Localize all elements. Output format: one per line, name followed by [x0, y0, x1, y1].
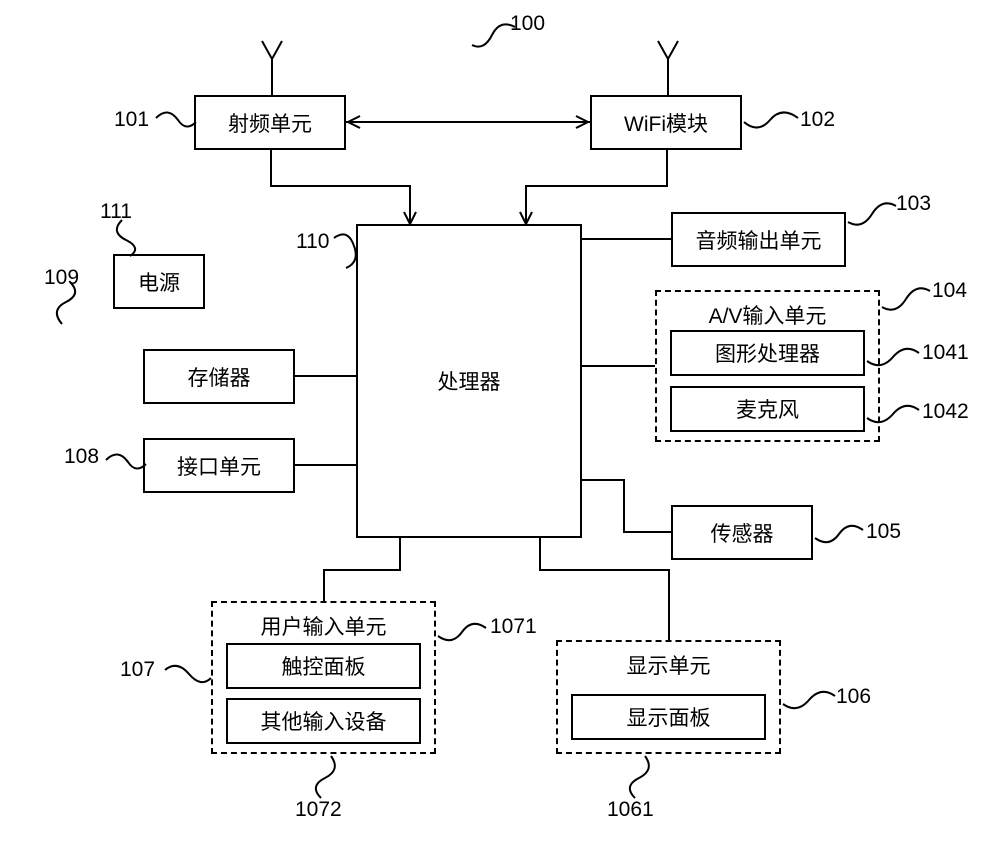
node-audio-label: 音频输出单元: [696, 225, 822, 255]
node-other-input: 其他输入设备: [226, 698, 421, 744]
label-1071: 1071: [490, 615, 537, 639]
edge-disp-v1: [539, 538, 541, 570]
node-rf-label: 射频单元: [228, 108, 312, 138]
leader-1071: [436, 620, 491, 645]
label-1061: 1061: [607, 798, 654, 822]
edge-disp-h: [539, 569, 670, 571]
node-gpu-label: 图形处理器: [715, 338, 820, 368]
group-av-title: A/V输入单元: [657, 300, 878, 330]
label-1041: 1041: [922, 341, 969, 365]
edge-av: [582, 365, 655, 367]
leader-1042: [865, 402, 923, 427]
leader-104: [880, 285, 935, 313]
node-mic: 麦克风: [670, 386, 865, 432]
arrow-left-rfwifi: [346, 114, 362, 130]
label-111: 111: [100, 200, 132, 224]
leader-1061: [625, 754, 655, 802]
label-109: 109: [44, 266, 79, 290]
label-1072: 1072: [295, 798, 342, 822]
edge-proc-wifi-v2: [666, 150, 668, 187]
label-103: 103: [896, 192, 931, 216]
leader-101: [154, 108, 199, 133]
label-104: 104: [932, 279, 967, 303]
node-sensor: 传感器: [671, 505, 813, 560]
group-display-title: 显示单元: [558, 650, 779, 680]
arrow-right-rfwifi: [574, 114, 590, 130]
node-rf-unit: 射频单元: [194, 95, 346, 150]
leader-102: [742, 108, 802, 133]
edge-userin-v1: [399, 538, 401, 570]
node-display-label: 显示面板: [627, 702, 711, 732]
label-101: 101: [114, 108, 149, 132]
node-gpu: 图形处理器: [670, 330, 865, 376]
node-memory: 存储器: [143, 349, 295, 404]
leader-1041: [865, 345, 923, 370]
node-power-label: 电源: [138, 267, 180, 297]
leader-105: [813, 522, 868, 547]
arrow-down-proc: [402, 210, 418, 226]
node-interface-label: 接口单元: [177, 451, 261, 481]
edge-sensor-v: [623, 479, 625, 533]
edge-userin-v2: [323, 569, 325, 601]
node-other-label: 其他输入设备: [261, 706, 387, 736]
leader-107: [163, 662, 213, 687]
edge-rf-wifi: [346, 121, 590, 123]
label-106: 106: [836, 685, 871, 709]
edge-disp-v2: [668, 569, 670, 640]
leader-106: [781, 688, 839, 713]
node-display-panel: 显示面板: [571, 694, 766, 740]
leader-110: [332, 232, 362, 272]
node-processor: 处理器: [356, 224, 582, 538]
edge-proc-rf-v2: [270, 150, 272, 187]
node-mic-label: 麦克风: [736, 394, 799, 424]
label-102: 102: [800, 108, 835, 132]
diagram-canvas: 处理器 射频单元 WiFi模块 电源 存储器 接口单元 音频输出单元 传感器 A…: [0, 0, 1000, 854]
label-108: 108: [64, 445, 99, 469]
label-105: 105: [866, 520, 901, 544]
label-110: 110: [296, 230, 329, 254]
leader-111: [112, 218, 142, 258]
label-107: 107: [120, 658, 155, 682]
node-power: 电源: [113, 254, 205, 309]
label-1042: 1042: [922, 400, 969, 424]
edge-proc-wifi-h: [525, 185, 668, 187]
label-100: 100: [510, 12, 545, 36]
leader-1072: [311, 754, 341, 802]
edge-audio: [582, 238, 671, 240]
node-touch-label: 触控面板: [282, 651, 366, 681]
node-audio-out: 音频输出单元: [671, 212, 846, 267]
edge-userin-h: [323, 569, 401, 571]
node-wifi: WiFi模块: [590, 95, 742, 150]
node-touch-panel: 触控面板: [226, 643, 421, 689]
edge-memory: [295, 375, 356, 377]
arrow-down-proc2: [518, 210, 534, 226]
node-processor-label: 处理器: [438, 366, 501, 396]
node-wifi-label: WiFi模块: [624, 108, 708, 138]
edge-sensor-h2: [623, 531, 671, 533]
leader-108: [104, 450, 149, 475]
group-user-title: 用户输入单元: [213, 611, 434, 641]
edge-sensor-h1: [582, 479, 625, 481]
node-memory-label: 存储器: [188, 362, 251, 392]
leader-103: [846, 200, 901, 228]
edge-proc-rf-h: [270, 185, 411, 187]
node-interface: 接口单元: [143, 438, 295, 493]
node-sensor-label: 传感器: [711, 518, 774, 548]
edge-interface: [295, 464, 356, 466]
